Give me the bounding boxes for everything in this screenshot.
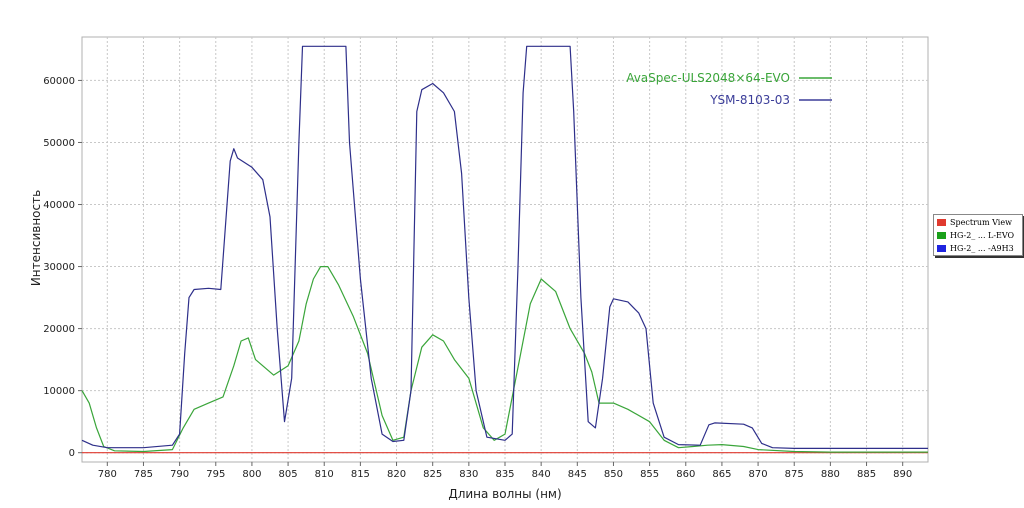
side-legend-item-spectrum-view[interactable]: Spectrum View bbox=[934, 216, 1022, 228]
y-tick-label: 60000 bbox=[43, 76, 75, 87]
x-tick-label: 810 bbox=[315, 469, 334, 480]
grid bbox=[78, 37, 928, 466]
x-tick-label: 840 bbox=[532, 469, 551, 480]
legend-swatch bbox=[937, 231, 946, 239]
x-tick-label: 855 bbox=[640, 469, 659, 480]
series-line bbox=[81, 266, 928, 453]
y-axis-title: Интенсивность bbox=[29, 190, 43, 286]
side-legend-label: Spectrum View bbox=[950, 217, 1012, 227]
x-tick-label: 850 bbox=[604, 469, 623, 480]
side-legend-item-evo[interactable]: HG-2_ ... L-EVO bbox=[934, 229, 1022, 241]
y-tick-labels: 0 10000 20000 30000 40000 50000 60000 bbox=[43, 76, 75, 459]
in-plot-legend: AvaSpec-ULS2048×64-EVO YSM-8103-03 bbox=[626, 71, 832, 107]
x-tick-label: 835 bbox=[495, 469, 514, 480]
x-axis-title: Длина волны (нм) bbox=[448, 487, 561, 501]
y-tick-label: 40000 bbox=[43, 200, 75, 211]
y-tick-label: 20000 bbox=[43, 324, 75, 335]
x-tick-label: 805 bbox=[279, 469, 298, 480]
series-line bbox=[81, 45, 928, 449]
x-tick-label: 820 bbox=[387, 469, 406, 480]
x-tick-labels: 780 785 790 795 800 805 810 815 820 825 830 835 840 8… bbox=[98, 469, 912, 480]
in-plot-legend-label: YSM-8103-03 bbox=[709, 93, 790, 107]
side-legend-label: HG-2_ ... -A9H3 bbox=[950, 243, 1014, 253]
x-tick-label: 890 bbox=[893, 469, 912, 480]
x-tick-label: 830 bbox=[459, 469, 478, 480]
legend-swatch bbox=[937, 244, 946, 252]
y-tick-label: 30000 bbox=[43, 262, 75, 273]
x-tick-label: 785 bbox=[134, 469, 153, 480]
x-tick-label: 845 bbox=[568, 469, 587, 480]
x-tick-label: 795 bbox=[206, 469, 225, 480]
x-tick-label: 790 bbox=[170, 469, 189, 480]
y-tick-label: 50000 bbox=[43, 138, 75, 149]
x-tick-label: 815 bbox=[351, 469, 370, 480]
side-legend-item-a9h3[interactable]: HG-2_ ... -A9H3 bbox=[934, 242, 1022, 254]
x-tick-label: 875 bbox=[785, 469, 804, 480]
x-tick-label: 800 bbox=[242, 469, 261, 480]
x-tick-label: 885 bbox=[857, 469, 876, 480]
x-tick-label: 860 bbox=[676, 469, 695, 480]
side-legend-label: HG-2_ ... L-EVO bbox=[950, 230, 1015, 240]
x-tick-label: 880 bbox=[821, 469, 840, 480]
x-tick-label: 825 bbox=[423, 469, 442, 480]
in-plot-legend-label: AvaSpec-ULS2048×64-EVO bbox=[626, 71, 790, 85]
series-group bbox=[81, 45, 928, 454]
y-tick-label: 0 bbox=[69, 448, 75, 459]
side-legend: Spectrum View HG-2_ ... L-EVO HG-2_ ... … bbox=[933, 214, 1023, 256]
legend-swatch bbox=[937, 218, 946, 226]
x-tick-label: 870 bbox=[749, 469, 768, 480]
y-tick-label: 10000 bbox=[43, 386, 75, 397]
x-tick-label: 865 bbox=[712, 469, 731, 480]
x-tick-label: 780 bbox=[98, 469, 117, 480]
